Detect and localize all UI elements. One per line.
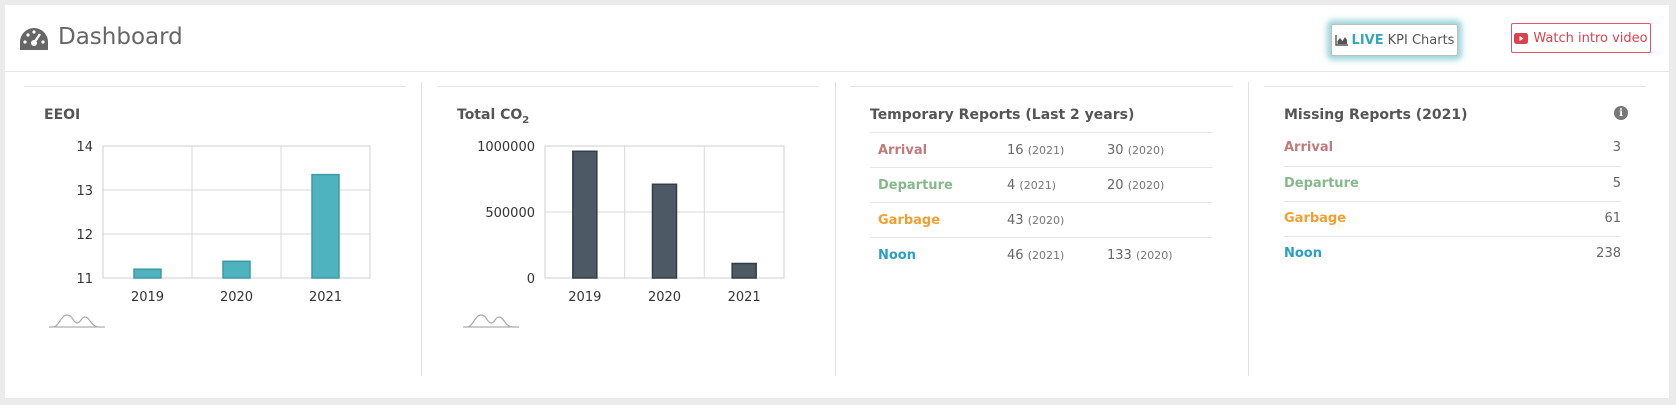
sparkline-icon	[49, 314, 105, 328]
eeoi-chart: 11 12 13 14 2019 2020 2021	[76, 140, 371, 305]
count-year: (2020)	[1027, 214, 1065, 227]
missing-report-row: Noon 238	[1284, 236, 1621, 270]
live-label: LIVE	[1351, 32, 1384, 48]
column-separator	[421, 82, 422, 376]
live-kpi-charts-button[interactable]: LIVE KPI Charts	[1331, 24, 1458, 56]
report-count-previous: 30 (2020)	[1107, 143, 1164, 158]
count-value: 4	[1007, 178, 1016, 193]
info-icon[interactable]: i	[1614, 106, 1628, 120]
missing-count: 238	[1596, 246, 1621, 261]
count-year: (2021)	[1027, 144, 1065, 157]
eeoi-xtick-label: 2020	[220, 290, 253, 305]
count-year: (2021)	[1019, 179, 1056, 192]
count-value: 43	[1007, 213, 1024, 228]
eeoi-bar-2021[interactable]	[311, 173, 340, 279]
temporary-report-row: Departure 4 (2021) 20 (2020)	[870, 167, 1213, 201]
count-value: 20	[1107, 178, 1124, 193]
co2-chart: 0 500000 1000000 2019 2020 2021	[477, 140, 785, 305]
missing-top-border	[1264, 86, 1646, 87]
count-year: (2021)	[1027, 249, 1065, 262]
missing-count: 5	[1612, 176, 1621, 191]
missing-report-row: Arrival 3	[1284, 131, 1621, 165]
kpi-charts-label: KPI Charts	[1387, 32, 1455, 48]
column-separator	[1248, 82, 1249, 376]
co2-ytick-label: 0	[527, 272, 535, 287]
missing-count: 3	[1612, 140, 1621, 155]
report-count-previous: 133 (2020)	[1107, 248, 1173, 263]
eeoi-ytick-label: 12	[76, 228, 93, 243]
youtube-icon	[1514, 32, 1529, 44]
report-count-recent: 43 (2020)	[1007, 213, 1064, 228]
temporary-report-row: Arrival 16 (2021) 30 (2020)	[870, 132, 1213, 166]
eeoi-top-border	[24, 86, 406, 87]
co2-bar-2019[interactable]	[572, 150, 598, 279]
eeoi-bar-2020[interactable]	[222, 260, 251, 279]
column-separator	[835, 82, 836, 376]
count-value: 133	[1107, 248, 1132, 263]
eeoi-ytick-label: 13	[76, 184, 93, 199]
missing-report-row: Garbage 61	[1284, 201, 1621, 235]
report-type-label[interactable]: Garbage	[1284, 211, 1347, 226]
count-year: (2020)	[1127, 179, 1165, 192]
missing-count: 61	[1604, 211, 1621, 226]
count-value: 16	[1007, 143, 1024, 158]
co2-xtick-label: 2021	[728, 290, 761, 305]
area-chart-icon	[1334, 34, 1348, 46]
report-count-recent: 16 (2021)	[1007, 143, 1064, 158]
missing-reports-title: Missing Reports (2021)	[1284, 107, 1468, 123]
report-type-label[interactable]: Noon	[1284, 246, 1322, 261]
co2-bar-2020[interactable]	[651, 183, 678, 279]
eeoi-ytick-label: 11	[76, 272, 93, 287]
report-count-recent: 46 (2021)	[1007, 248, 1064, 263]
eeoi-ytick-label: 14	[76, 140, 93, 155]
eeoi-xtick-label: 2019	[131, 290, 164, 305]
temporary-report-row: Garbage 43 (2020)	[870, 202, 1213, 236]
sparkline-icon	[463, 314, 519, 328]
report-type-label[interactable]: Garbage	[878, 213, 941, 228]
count-value: 46	[1007, 248, 1024, 263]
co2-title-subscript: 2	[522, 114, 530, 126]
report-type-label[interactable]: Arrival	[878, 143, 928, 158]
co2-xtick-label: 2020	[648, 290, 681, 305]
dashboard-gauge-icon	[20, 28, 48, 50]
video-label: Watch intro video	[1533, 30, 1648, 46]
eeoi-title: EEOI	[44, 107, 81, 123]
watch-intro-video-button[interactable]: Watch intro video	[1511, 23, 1651, 53]
report-count-previous: 20 (2020)	[1107, 178, 1164, 193]
temporary-report-row: Noon 46 (2021) 133 (2020)	[870, 237, 1213, 271]
eeoi-bar-2019[interactable]	[133, 268, 162, 279]
co2-ytick-label: 500000	[485, 206, 535, 221]
report-type-label[interactable]: Departure	[878, 178, 953, 193]
temporary-reports-title: Temporary Reports (Last 2 years)	[870, 107, 1135, 123]
report-count-recent: 4 (2021)	[1007, 178, 1056, 193]
temporary-top-border	[850, 86, 1233, 87]
eeoi-xtick-label: 2021	[309, 290, 342, 305]
report-type-label[interactable]: Noon	[878, 248, 916, 263]
co2-title-text: Total CO	[457, 107, 523, 123]
co2-title: Total CO2	[457, 107, 529, 126]
co2-xtick-label: 2019	[568, 290, 601, 305]
count-year: (2020)	[1127, 144, 1165, 157]
page-header: Dashboard LIVE KPI Charts Watch intro vi…	[5, 5, 1669, 72]
co2-top-border	[437, 86, 819, 87]
report-type-label[interactable]: Departure	[1284, 176, 1359, 191]
report-type-label[interactable]: Arrival	[1284, 140, 1334, 155]
count-value: 30	[1107, 143, 1124, 158]
count-year: (2020)	[1135, 249, 1173, 262]
co2-bar-2021[interactable]	[731, 262, 757, 279]
co2-ytick-label: 1000000	[477, 140, 535, 155]
missing-report-row: Departure 5	[1284, 166, 1621, 200]
page-title: Dashboard	[58, 24, 183, 50]
